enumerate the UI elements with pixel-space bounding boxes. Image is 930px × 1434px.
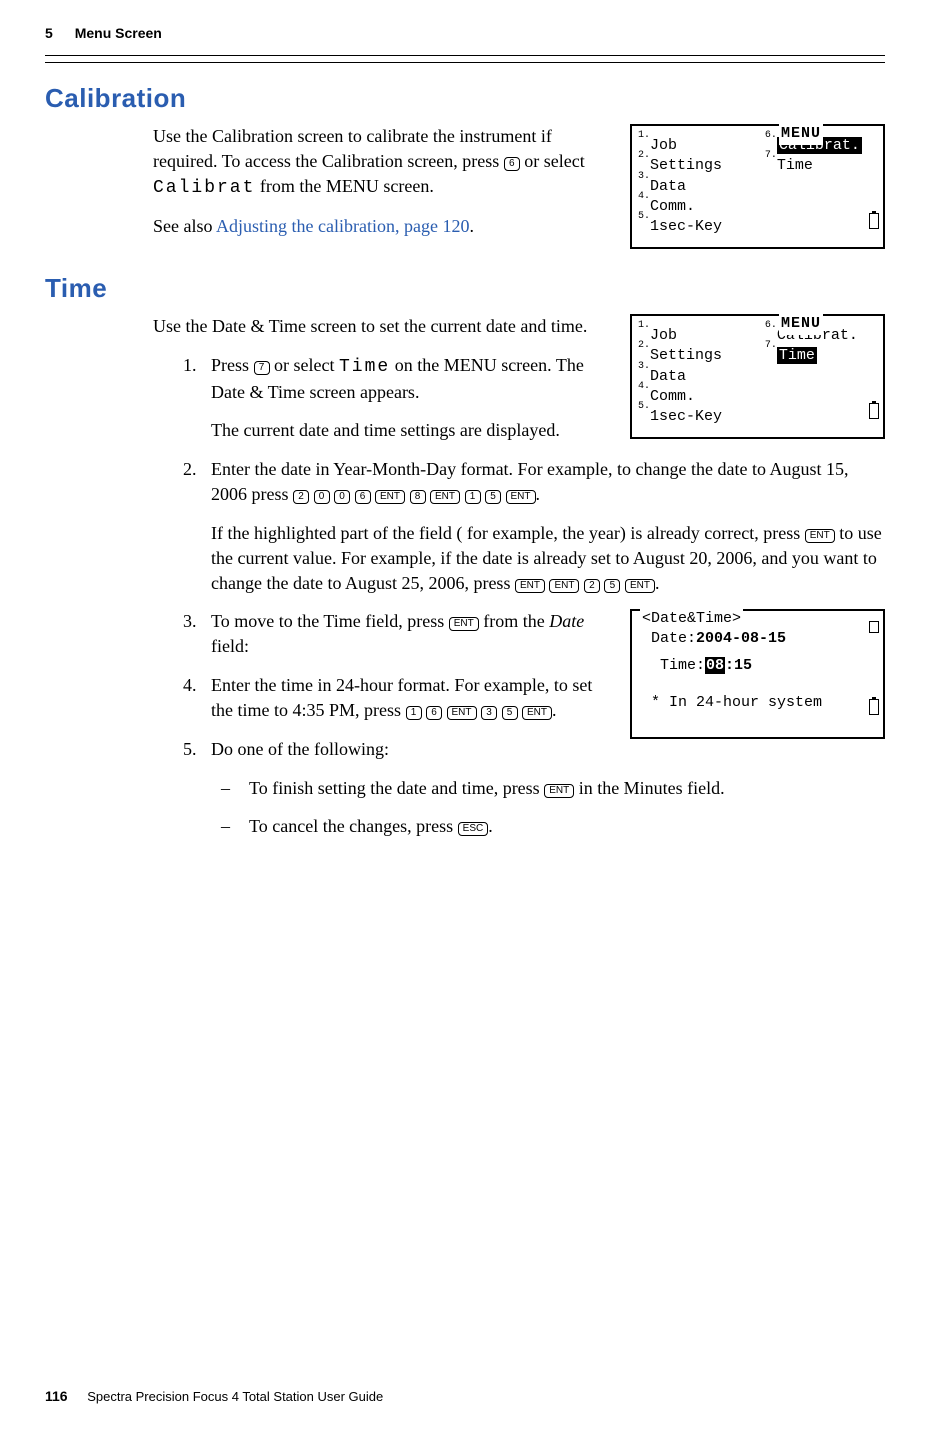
- key-0: 0: [334, 490, 350, 504]
- key-6: 6: [426, 706, 442, 720]
- lcd-date-time: <Date&Time> Date:2004-08-15 Time:08:15 *…: [630, 609, 885, 739]
- key-5: 5: [502, 706, 518, 720]
- battery-icon: [869, 403, 879, 419]
- chapter-number: 5: [45, 25, 53, 41]
- key-ent: ENT: [522, 706, 552, 720]
- rule-thin: [45, 62, 885, 63]
- lcd-menu-time: MENU 1.Job 2.Settings 3.Data 4.Comm. 5.1…: [630, 314, 885, 439]
- section-title-calibration: Calibration: [45, 83, 885, 114]
- lcd-item: Time: [777, 157, 813, 174]
- key-ent: ENT: [805, 529, 835, 543]
- key-ent: ENT: [375, 490, 405, 504]
- key-ent: ENT: [506, 490, 536, 504]
- key-ent: ENT: [515, 579, 545, 593]
- key-ent: ENT: [625, 579, 655, 593]
- key-1: 1: [465, 490, 481, 504]
- key-8: 8: [410, 490, 426, 504]
- key-3: 3: [481, 706, 497, 720]
- key-ent: ENT: [544, 784, 574, 798]
- book-title: Spectra Precision Focus 4 Total Station …: [87, 1389, 383, 1404]
- battery-icon: [869, 699, 879, 715]
- lcd-title: MENU: [779, 124, 823, 145]
- rule: [45, 55, 885, 56]
- key-7: 7: [254, 361, 270, 375]
- lcd-item: Settings: [650, 347, 722, 364]
- lcd-item: Settings: [650, 157, 722, 174]
- key-2: 2: [293, 490, 309, 504]
- lcd-item: 1sec-Key: [650, 218, 722, 235]
- page-footer: 116 Spectra Precision Focus 4 Total Stat…: [45, 1388, 383, 1404]
- sublist-item: –To cancel the changes, press ESC.: [253, 814, 885, 839]
- key-ent: ENT: [447, 706, 477, 720]
- key-5: 5: [485, 490, 501, 504]
- lcd-item: Job: [650, 137, 677, 154]
- lcd-item: 1sec-Key: [650, 408, 722, 425]
- section-title-time: Time: [45, 273, 885, 304]
- mono-text: Calibrat: [153, 178, 255, 198]
- xref-link[interactable]: Adjusting the calibration, page 120: [216, 216, 469, 236]
- battery-icon: [869, 213, 879, 229]
- lcd-menu-calibrat: MENU 1.Job 2.Settings 3.Data 4.Comm. 5.1…: [630, 124, 885, 249]
- key-2: 2: [584, 579, 600, 593]
- key-6: 6: [355, 490, 371, 504]
- key-ent: ENT: [430, 490, 460, 504]
- key-1: 1: [406, 706, 422, 720]
- list-item: Enter the date in Year-Month-Day format.…: [201, 457, 885, 595]
- key-ent: ENT: [549, 579, 579, 593]
- sublist-item: –To finish setting the date and time, pr…: [253, 776, 885, 801]
- key-0: 0: [314, 490, 330, 504]
- lcd-item: Data: [650, 368, 686, 385]
- page-number: 116: [45, 1388, 68, 1404]
- lcd-item: Comm.: [650, 388, 695, 405]
- key-esc: ESC: [458, 822, 489, 836]
- key-ent: ENT: [449, 617, 479, 631]
- lcd-item-selected: Time: [777, 347, 817, 364]
- list-item: <Date&Time> Date:2004-08-15 Time:08:15 *…: [201, 609, 885, 659]
- lcd-item: Job: [650, 327, 677, 344]
- lcd-title: <Date&Time>: [640, 609, 743, 630]
- lcd-title: MENU: [779, 314, 823, 335]
- mode-icon: [869, 621, 879, 633]
- chapter-title: Menu Screen: [75, 25, 162, 41]
- key-5: 5: [604, 579, 620, 593]
- mono-text: Time: [339, 357, 390, 377]
- key-6: 6: [504, 157, 520, 171]
- list-item: Do one of the following: –To finish sett…: [201, 737, 885, 839]
- lcd-item: Comm.: [650, 198, 695, 215]
- running-header: 5 Menu Screen: [45, 25, 885, 41]
- lcd-item: Data: [650, 178, 686, 195]
